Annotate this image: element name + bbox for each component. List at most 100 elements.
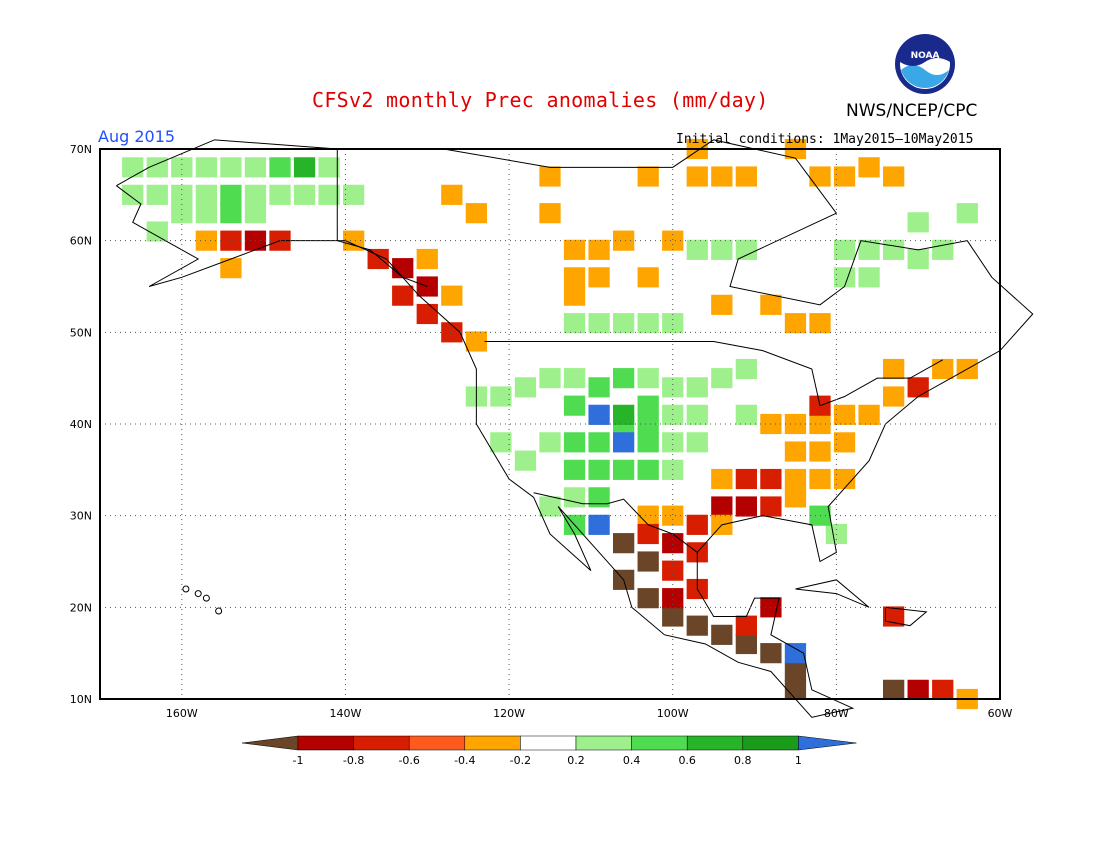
anomaly-cell [220, 203, 242, 224]
longitude-labels: 160W 140W 120W 100W 80W 60W [166, 707, 1013, 720]
anomaly-cell [883, 166, 905, 187]
lon-label: 140W [330, 707, 362, 720]
anomaly-cell [760, 496, 782, 517]
anomaly-cell [563, 285, 586, 306]
anomaly-cell [735, 615, 757, 636]
anomaly-cell [613, 432, 635, 453]
anomaly-cell [662, 560, 684, 581]
anomaly-cell [195, 230, 217, 251]
anomaly-cell [686, 239, 708, 260]
anomaly-cell [637, 459, 659, 480]
legend-swatch [408, 735, 466, 751]
anomaly-cell [441, 184, 463, 205]
anomaly-cell [588, 514, 610, 535]
anomaly-cell [416, 303, 438, 325]
anomaly-cell [809, 166, 831, 187]
anomaly-cell [514, 450, 537, 471]
lon-label: 60W [988, 707, 1013, 720]
anomaly-cell [686, 377, 708, 398]
anomaly-cell [171, 157, 193, 178]
anomaly-cell [735, 404, 757, 425]
anomaly-cell [932, 358, 954, 380]
anomaly-cell [637, 368, 659, 389]
legend-label: -1 [293, 754, 304, 767]
anomaly-cell [833, 239, 856, 260]
anomaly-cell [662, 505, 684, 526]
lat-label: 40N [70, 418, 92, 431]
hawaii-island [182, 585, 190, 593]
legend-label: 1 [795, 754, 802, 767]
hawaii-island [202, 594, 210, 602]
cuba [795, 579, 870, 608]
anomaly-cell [563, 267, 586, 288]
anomaly-cell [662, 313, 684, 334]
anomaly-cell [539, 496, 561, 517]
anomaly-cell [563, 395, 586, 416]
agency-label: NWS/NCEP/CPC [846, 101, 978, 121]
anomaly-cell [613, 459, 635, 480]
anomaly-cell [244, 184, 267, 205]
anomaly-cell [637, 313, 659, 334]
coastlines [116, 139, 1034, 718]
anomaly-cell [293, 184, 316, 205]
anomaly-cell [613, 313, 635, 334]
map-frame [99, 148, 1001, 700]
anomaly-cell [735, 239, 757, 260]
anomaly-cell [711, 294, 733, 315]
anomaly-cell [195, 184, 217, 205]
anomaly-cell [318, 184, 340, 205]
anomaly-cell [441, 285, 463, 306]
anomaly-cell [662, 230, 684, 251]
lat-label: 60N [70, 235, 92, 248]
anomaly-cell [244, 157, 267, 178]
anomaly-cell [490, 386, 512, 407]
anomaly-cell [784, 468, 807, 490]
anomaly-cell [907, 679, 929, 700]
legend-label: 0.6 [678, 754, 696, 767]
anomaly-cell [637, 413, 659, 435]
anomaly-cell [711, 624, 733, 645]
anomaly-cell [784, 313, 807, 334]
anomaly-cell [833, 267, 856, 288]
anomaly-cell [613, 533, 635, 554]
anomaly-cell [588, 377, 610, 398]
legend-swatch [631, 735, 688, 751]
legend-swatch [520, 735, 577, 751]
anomaly-cell [392, 285, 414, 306]
legend-swatch [742, 735, 799, 751]
anomaly-cell [735, 358, 757, 380]
anomaly-cell [809, 468, 831, 490]
anomaly-cell [588, 459, 610, 480]
anomaly-cell [539, 166, 561, 187]
logo-text: NOAA [911, 51, 940, 61]
anomaly-cell [539, 432, 561, 453]
anomaly-cell [318, 157, 340, 178]
anomaly-cell [833, 432, 856, 453]
anomaly-cell [711, 468, 733, 490]
legend-swatch [464, 735, 521, 751]
legend-swatch [575, 735, 632, 751]
lat-label: 50N [70, 326, 92, 339]
legend-label: 0.8 [734, 754, 752, 767]
legend-label: -0.8 [343, 754, 364, 767]
anomaly-cell [588, 487, 610, 508]
gridlines [100, 149, 1000, 699]
anomaly-cell [711, 239, 733, 260]
anomaly-cell [858, 404, 880, 425]
lat-label: 30N [70, 510, 92, 523]
initial-conditions: Initial conditions: 1May2015–10May2015 [676, 132, 974, 147]
anomaly-cell [883, 386, 905, 407]
anomaly-cell [858, 267, 880, 288]
anomaly-cell [662, 533, 684, 554]
legend-swatch [686, 735, 744, 751]
legend-swatch [353, 735, 410, 751]
alaska-border [336, 149, 428, 287]
anomaly-cell [932, 679, 954, 700]
anomaly-cell [637, 523, 659, 545]
anomaly-cell [416, 248, 438, 270]
lon-label: 120W [493, 707, 525, 720]
legend-label: -0.6 [398, 754, 419, 767]
anomaly-cell [735, 633, 757, 655]
lon-label: 160W [166, 707, 198, 720]
anomaly-cell [171, 203, 193, 224]
